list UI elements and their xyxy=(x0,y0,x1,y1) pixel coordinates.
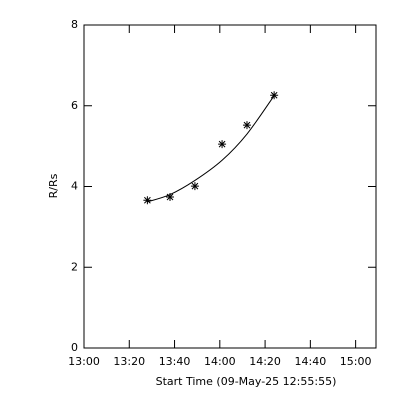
y-axis-label: R/Rs xyxy=(47,173,60,198)
data-point xyxy=(143,196,152,205)
x-tick-label: 13:20 xyxy=(113,355,145,368)
x-tick-label: 14:20 xyxy=(249,355,281,368)
data-point xyxy=(218,140,227,149)
x-axis-label: Start Time (09-May-25 12:55:55) xyxy=(156,375,337,388)
fit-line xyxy=(147,95,275,203)
data-point xyxy=(270,91,279,100)
y-tick-label: 0 xyxy=(71,341,78,354)
x-tick-label: 13:40 xyxy=(159,355,191,368)
x-tick-label: 14:00 xyxy=(204,355,236,368)
y-tick-label: 6 xyxy=(71,99,78,112)
plot-frame xyxy=(83,24,377,349)
data-point xyxy=(166,192,175,201)
data-point xyxy=(242,121,251,130)
x-tick-label: 15:00 xyxy=(340,355,372,368)
x-tick-label: 13:00 xyxy=(68,355,100,368)
y-tick-label: 2 xyxy=(71,260,78,273)
data-point xyxy=(190,182,199,191)
x-tick-label: 14:40 xyxy=(295,355,327,368)
y-tick-label: 8 xyxy=(71,18,78,31)
y-tick-label: 4 xyxy=(71,180,78,193)
